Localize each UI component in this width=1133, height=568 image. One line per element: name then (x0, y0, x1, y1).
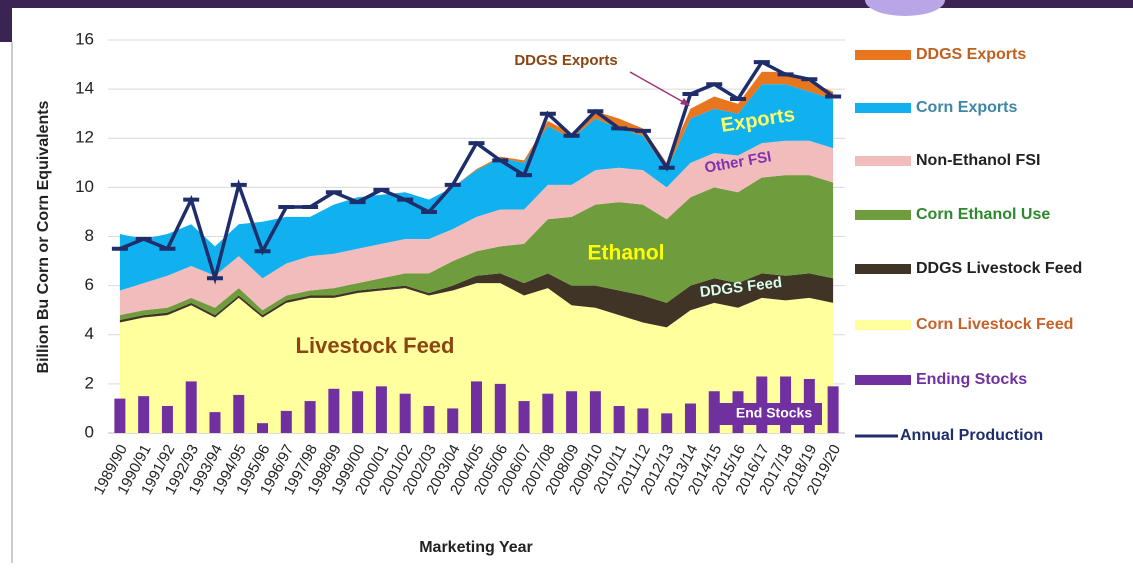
area (119, 175, 834, 321)
y-tick-label: 10 (75, 177, 94, 196)
area (119, 283, 834, 433)
annotation: Livestock Feed (296, 333, 455, 358)
bar (518, 401, 530, 433)
bar (423, 405, 435, 433)
bar (494, 383, 506, 433)
bar (352, 391, 364, 433)
bar (185, 381, 197, 433)
bar (447, 408, 459, 433)
bar (161, 405, 173, 433)
area (119, 140, 834, 316)
bar (209, 412, 221, 433)
bar (114, 398, 126, 433)
y-tick-label: 0 (85, 422, 94, 441)
area (119, 84, 834, 291)
annotation-arrowhead (680, 98, 690, 106)
legend-label: Corn Livestock Feed (916, 316, 1073, 333)
y-axis-label: Billion Bu Corn or Corn Equivalents (35, 100, 52, 373)
frame-left (0, 0, 12, 42)
legend-swatch (855, 210, 911, 220)
bar (708, 391, 720, 433)
y-tick-label: 16 (75, 29, 94, 48)
bar (233, 394, 245, 433)
annotation: DDGS Exports (514, 52, 617, 69)
legend-label: Corn Ethanol Use (916, 206, 1050, 223)
legend-label: DDGS Livestock Feed (916, 260, 1082, 277)
decor (865, 0, 945, 16)
bar (566, 391, 578, 433)
bar (257, 423, 269, 433)
y-tick-label: 2 (85, 373, 94, 392)
bar (542, 393, 554, 433)
legend-swatch (855, 375, 911, 385)
legend-swatch (855, 264, 911, 274)
bar (280, 410, 292, 433)
bar (613, 405, 625, 433)
x-axis-label: Marketing Year (419, 539, 533, 556)
legend-label: Non-Ethanol FSI (916, 152, 1040, 169)
bar (399, 393, 411, 433)
bar (375, 386, 387, 433)
y-tick-label: 14 (75, 79, 94, 98)
bar (827, 386, 839, 433)
y-tick-label: 6 (85, 275, 94, 294)
bar (661, 413, 673, 433)
y-tick-label: 12 (75, 128, 94, 147)
annotation: Ethanol (588, 242, 665, 265)
legend-label: DDGS Exports (916, 46, 1026, 63)
bar (471, 381, 482, 433)
legend-swatch (855, 156, 911, 166)
annotation: End Stocks (736, 405, 812, 421)
frame-top (0, 0, 1133, 8)
bar (138, 396, 150, 433)
area (119, 273, 834, 328)
bar (684, 403, 696, 433)
y-tick-label: 8 (85, 226, 94, 245)
annotation-box (716, 403, 822, 425)
y-tick-label: 4 (85, 324, 94, 343)
bar (589, 391, 601, 433)
annotation-arrow (629, 71, 686, 104)
bar (304, 401, 316, 433)
legend-swatch (855, 103, 911, 113)
legend-label: Corn Exports (916, 99, 1017, 116)
bar (637, 408, 649, 433)
legend-swatch (855, 320, 911, 330)
bar (328, 388, 340, 433)
legend-label: Ending Stocks (916, 371, 1027, 388)
legend-label: Annual Production (900, 427, 1043, 444)
legend-swatch (855, 50, 911, 60)
